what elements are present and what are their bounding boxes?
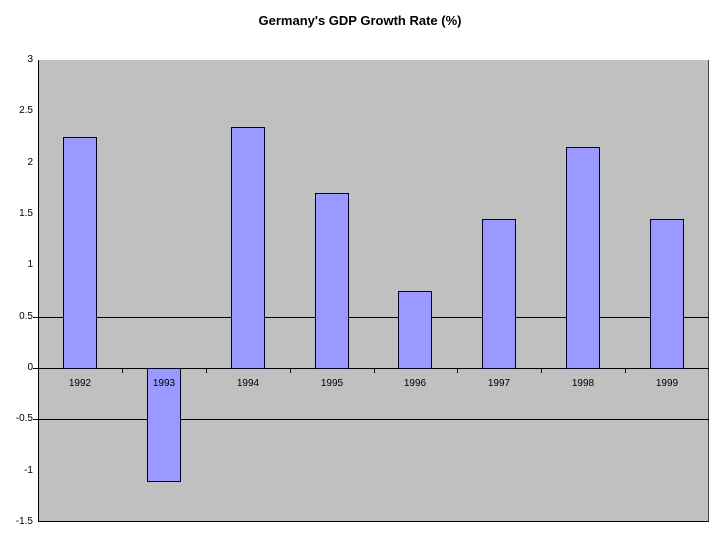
x-axis-category-label: 1999 <box>655 378 679 389</box>
x-axis-category-label: 1994 <box>236 378 260 389</box>
bar-1998 <box>566 147 600 369</box>
x-axis-tick <box>206 369 207 373</box>
bar-1999 <box>650 219 684 369</box>
x-axis-tick <box>374 369 375 373</box>
plot-area <box>38 60 709 522</box>
x-axis-tick <box>541 369 542 373</box>
x-axis-tick <box>290 369 291 373</box>
bar-1993 <box>147 368 181 482</box>
y-axis-tick-label: 0 <box>27 362 33 373</box>
x-axis-category-label: 1995 <box>320 378 344 389</box>
y-axis-tick-label: 2.5 <box>19 105 33 116</box>
y-axis-tick-label: -0.5 <box>15 413 33 424</box>
bar-1996 <box>398 291 432 369</box>
x-axis-category-label: 1998 <box>571 378 595 389</box>
y-axis-tick-label: 1.5 <box>19 208 33 219</box>
bar-1992 <box>63 137 97 369</box>
major-gridline <box>33 419 709 420</box>
y-axis-tick-label: -1 <box>24 465 33 476</box>
y-axis-tick-label: 2 <box>27 157 33 168</box>
chart-title: Germany's GDP Growth Rate (%) <box>258 13 462 28</box>
major-gridline <box>33 317 709 318</box>
y-axis-tick-label: -1.5 <box>15 516 33 527</box>
x-axis-category-label: 1992 <box>68 378 92 389</box>
bar-1995 <box>315 193 349 369</box>
x-axis-category-label: 1993 <box>152 378 176 389</box>
major-gridline <box>33 368 709 369</box>
bar-1994 <box>231 127 265 369</box>
x-axis-tick <box>457 369 458 373</box>
x-axis-tick <box>122 369 123 373</box>
x-axis-category-label: 1997 <box>487 378 511 389</box>
bar-1997 <box>482 219 516 369</box>
y-axis-tick-label: 3 <box>27 54 33 65</box>
y-axis-tick-label: 1 <box>27 259 33 270</box>
x-axis-tick <box>625 369 626 373</box>
y-axis-tick-label: 0.5 <box>19 311 33 322</box>
x-axis-category-label: 1996 <box>403 378 427 389</box>
